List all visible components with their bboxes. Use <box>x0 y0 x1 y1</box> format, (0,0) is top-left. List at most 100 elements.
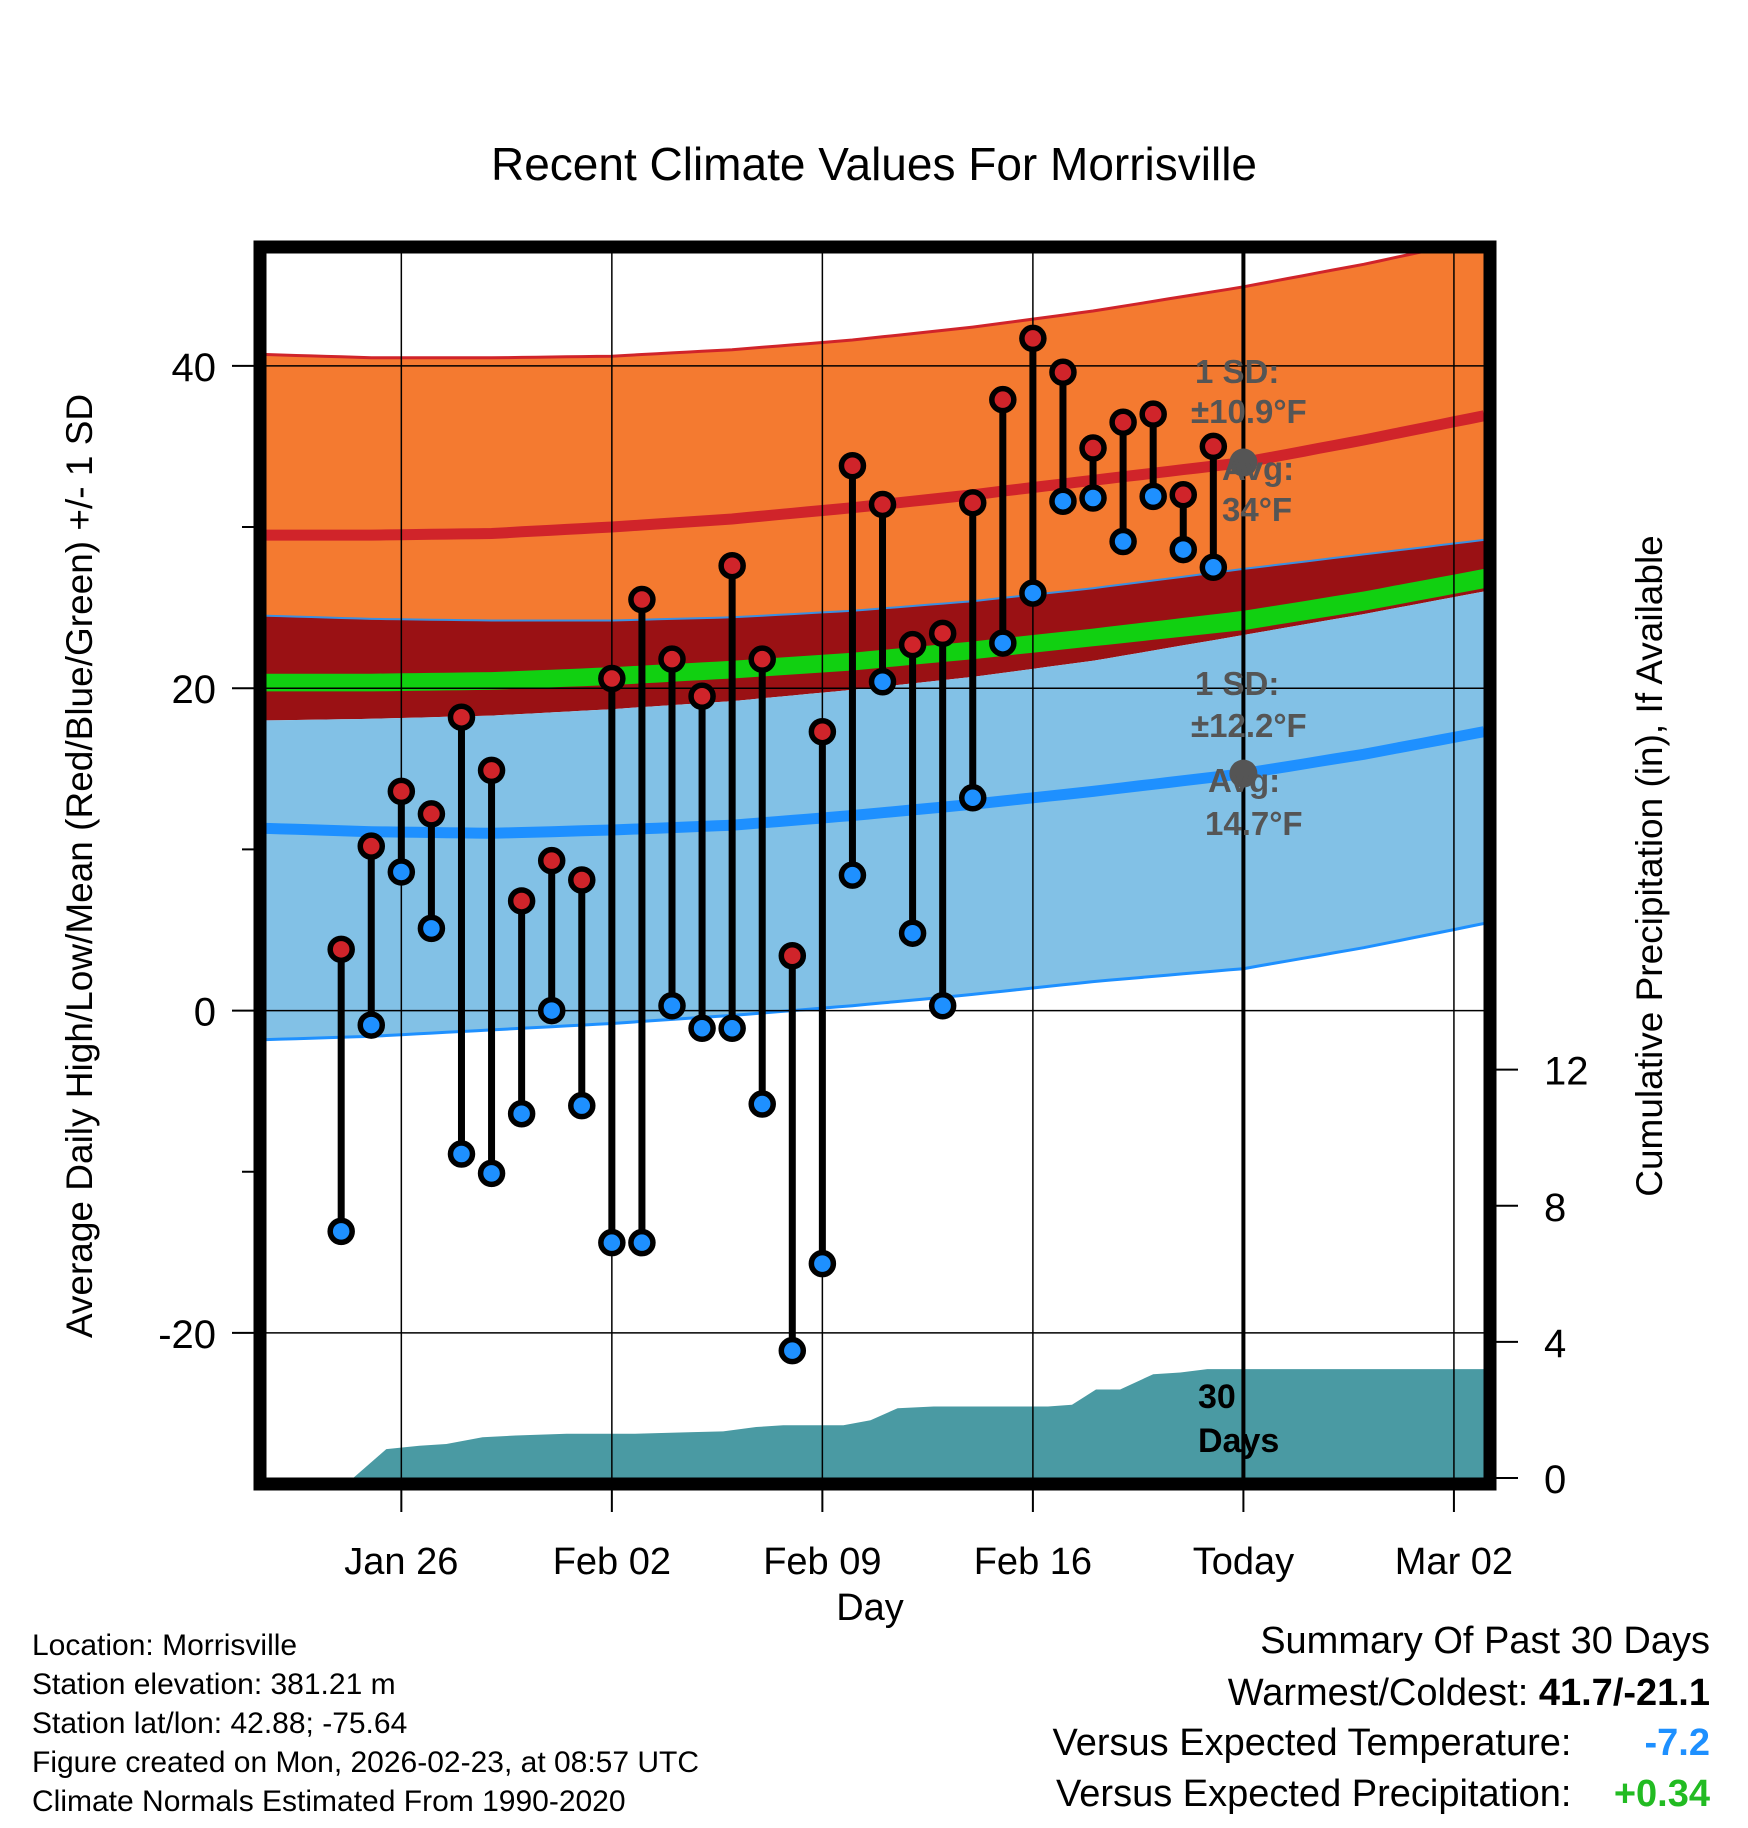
plot-frame <box>253 240 1497 1491</box>
cumulative-precip-area <box>323 1369 1484 1478</box>
x-tick-label: Jan 26 <box>344 1541 458 1583</box>
daily-high-point <box>778 942 807 970</box>
daily-series <box>327 324 1258 1365</box>
daily-low-point <box>1169 535 1198 564</box>
daily-high-point <box>718 551 746 580</box>
daily-high-point <box>1139 400 1167 428</box>
daily-low-point <box>357 1011 386 1039</box>
low-avg-line <box>266 726 1484 839</box>
daily-low-point <box>628 1228 656 1257</box>
daily-high-point <box>1019 324 1047 353</box>
daily-high-point <box>417 800 446 828</box>
daily-high-point <box>958 489 987 517</box>
daily-low-point <box>447 1140 476 1168</box>
daily-high-point <box>868 490 897 519</box>
daily-high-point <box>1109 408 1137 436</box>
daily-low-point <box>568 1091 596 1120</box>
info-latlon: Station lat/lon: 42.88; -75.64 <box>32 1707 408 1740</box>
daily-high-point <box>838 452 867 480</box>
plot-area <box>266 253 1484 1478</box>
daily-high-point <box>357 832 386 860</box>
daily-low-point <box>1049 487 1077 515</box>
daily-low-point <box>1079 484 1107 512</box>
high-minus-sd-line <box>266 538 1484 622</box>
high-avg-label: Avg: <box>1222 450 1294 487</box>
info-created: Figure created on Mon, 2026-02-23, at 08… <box>32 1746 700 1779</box>
high-sd-value: ±10.9°F <box>1191 393 1307 430</box>
x-tick-label: Mar 02 <box>1395 1541 1513 1583</box>
info-normals: Climate Normals Estimated From 1990-2020 <box>32 1785 626 1818</box>
summary-warm-cold: Warmest/Coldest: 41.7/-21.1 <box>1228 1672 1710 1715</box>
daily-high-point <box>928 619 957 648</box>
daily-low-point <box>417 914 446 943</box>
daily-high-point <box>477 756 506 785</box>
summary-precip: Versus Expected Precipitation: +0.34 <box>1056 1773 1710 1816</box>
daily-high-point <box>628 585 656 614</box>
low-avg-label: Avg: <box>1208 762 1280 799</box>
daily-low-point <box>958 784 987 812</box>
daily-high-point <box>387 777 416 806</box>
y-tick-label-left: -20 <box>158 1313 216 1357</box>
daily-low-point <box>477 1159 506 1188</box>
x-axis-label: Day <box>836 1587 904 1629</box>
daily-low-point <box>537 996 566 1025</box>
low-sd-value: ±12.2°F <box>1191 707 1307 744</box>
daily-low-point <box>808 1249 837 1278</box>
daily-low-point <box>387 858 416 886</box>
high-plus-sd-line <box>266 253 1424 360</box>
y-tick-label-right: 0 <box>1544 1458 1566 1502</box>
daily-low-point <box>778 1336 807 1365</box>
annotations: 1 SD: ±10.9°F Avg: 34°F 1 SD: ±12.2°F Av… <box>1191 353 1307 1460</box>
daily-low-point <box>718 1014 746 1043</box>
daily-high-point <box>598 664 626 693</box>
daily-high-point <box>1169 481 1198 509</box>
daily-high-point <box>327 935 355 964</box>
daily-low-point <box>898 919 927 947</box>
y-tick-label-left: 40 <box>172 346 217 390</box>
info-elevation: Station elevation: 381.21 m <box>32 1668 396 1701</box>
y-tick-label-left: 0 <box>194 991 216 1035</box>
axes: 40 20 0 -20 0 4 8 12 Jan 26 Feb 02 Feb 09 Feb 16 Tod… <box>158 346 1588 1583</box>
daily-low-point <box>507 1099 536 1128</box>
daily-low-point <box>658 991 686 1020</box>
precip-departure-label: Versus Expected Precipitation: <box>1056 1773 1572 1815</box>
daily-low-point <box>928 991 957 1020</box>
y-axis-label-left: Average Daily High/Low/Mean (Red/Blue/Gr… <box>59 394 100 1338</box>
daily-high-point <box>447 703 476 731</box>
daily-high-point <box>898 630 927 659</box>
daily-low-point <box>868 668 897 696</box>
warm-cold-value: 41.7/-21.1 <box>1538 1672 1710 1714</box>
y-tick-label-right: 4 <box>1544 1322 1566 1366</box>
daily-low-point <box>598 1228 626 1257</box>
chart-title: Recent Climate Values For Morrisville <box>491 138 1257 190</box>
daily-low-point <box>327 1217 355 1246</box>
low-avg-value: 14.7°F <box>1205 805 1303 842</box>
daily-low-point <box>838 861 867 889</box>
precip-departure-value: +0.34 <box>1613 1773 1710 1815</box>
daily-high-point <box>1049 358 1077 387</box>
daily-high-point <box>808 717 837 746</box>
window-days-number: 30 <box>1198 1378 1236 1416</box>
daily-low-point <box>1199 553 1228 582</box>
daily-high-point <box>507 887 536 915</box>
daily-high-point <box>658 645 686 673</box>
today-high-avg-marker <box>1229 448 1258 477</box>
low-sd-label: 1 SD: <box>1195 665 1279 702</box>
daily-low-point <box>1019 579 1047 607</box>
info-location: Location: Morrisville <box>32 1629 298 1662</box>
daily-high-point <box>688 682 716 711</box>
low-minus-sd-line <box>266 922 1484 1042</box>
y-tick-label-right: 12 <box>1544 1050 1589 1094</box>
x-tick-label: Feb 02 <box>553 1541 671 1583</box>
daily-high-point <box>568 866 596 894</box>
x-tick-label: Today <box>1193 1541 1294 1583</box>
y-tick-label-left: 20 <box>172 668 217 712</box>
summary-temp: Versus Expected Temperature: -7.2 <box>1053 1722 1710 1765</box>
temp-departure-label: Versus Expected Temperature: <box>1052 1722 1572 1764</box>
temp-departure-value: -7.2 <box>1644 1722 1710 1764</box>
summary-title: Summary Of Past 30 Days <box>1260 1620 1710 1662</box>
warm-cold-label: Warmest/Coldest: <box>1227 1672 1529 1714</box>
daily-low-point <box>1109 527 1137 556</box>
y-tick-label-right: 8 <box>1544 1186 1566 1230</box>
